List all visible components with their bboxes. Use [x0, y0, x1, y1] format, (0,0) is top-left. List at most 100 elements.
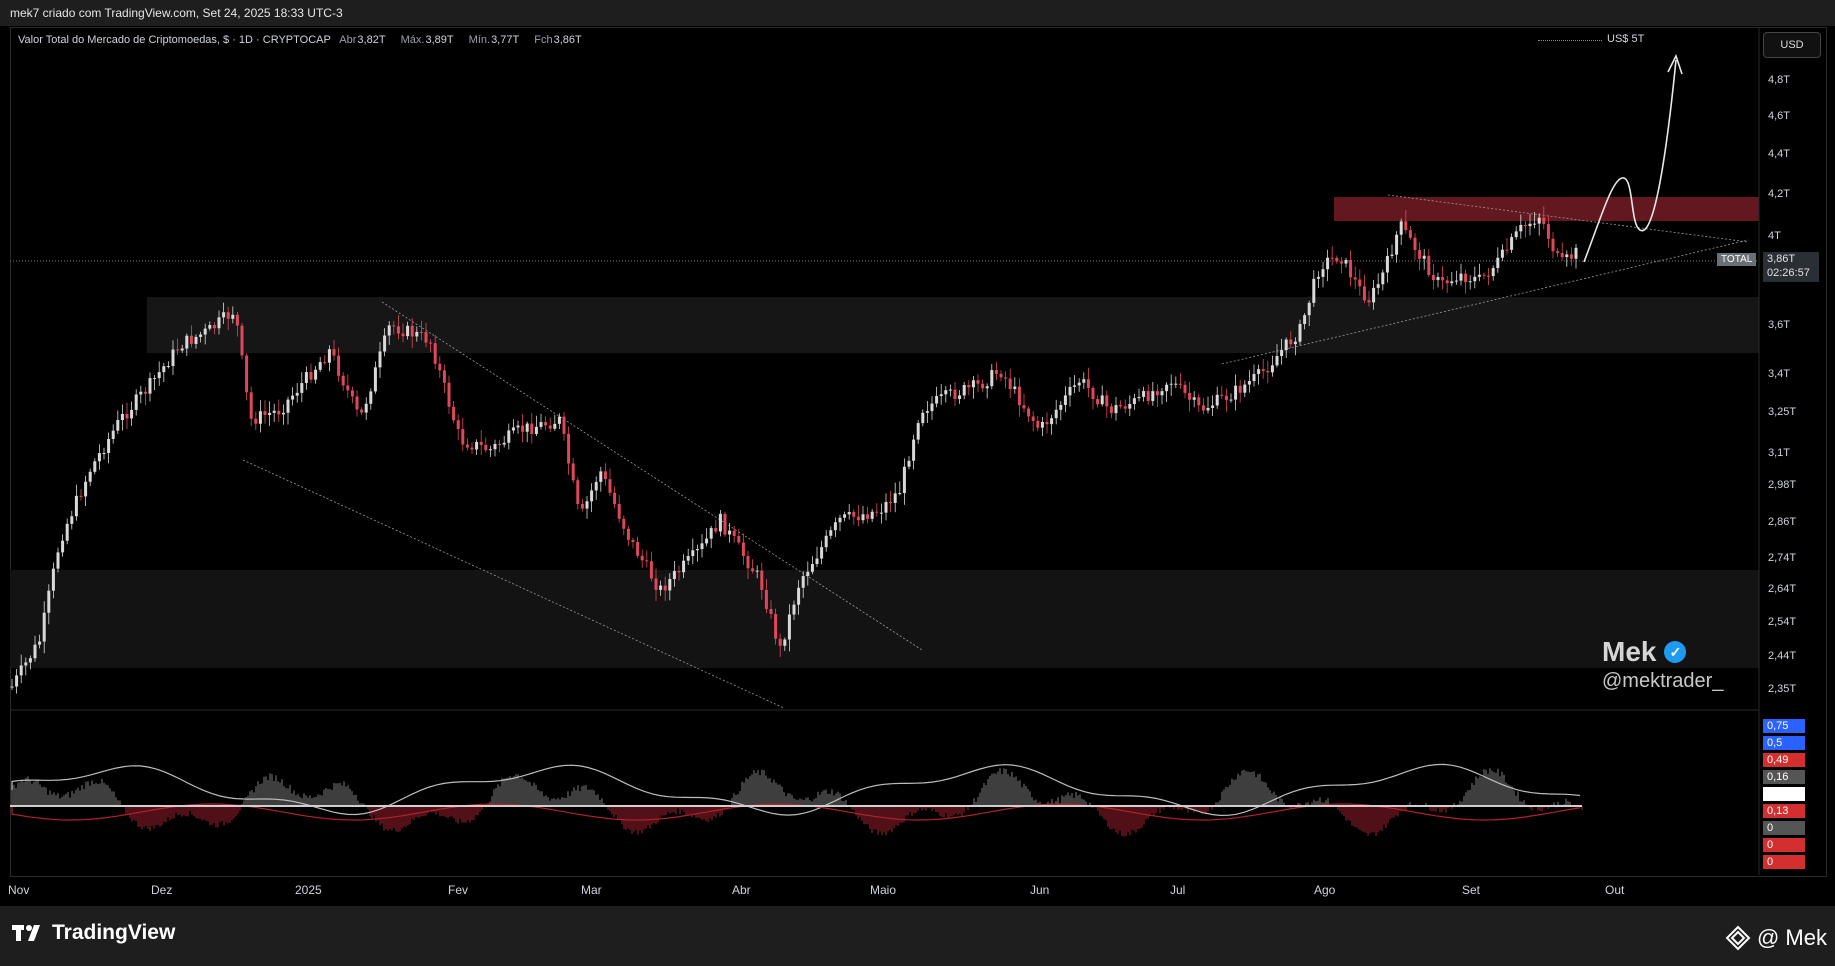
candle-body — [1408, 230, 1412, 238]
candle-body — [764, 589, 768, 609]
candle-body — [1220, 394, 1224, 396]
time-axis-label: Dez — [151, 883, 173, 897]
candle-body — [84, 481, 88, 497]
candle-body — [856, 516, 860, 521]
time-axis-label: 2025 — [295, 883, 322, 897]
oscillator-axis-label: 0 — [1763, 855, 1805, 869]
currency-button[interactable]: USD — [1763, 32, 1821, 58]
candle-body — [1431, 274, 1435, 281]
candle-body — [1206, 408, 1210, 411]
candle-body — [323, 362, 327, 364]
candle-body — [231, 314, 235, 319]
candle-body — [603, 471, 607, 480]
candle-body — [1422, 255, 1426, 259]
candle-body — [1068, 386, 1072, 396]
legend-title: Valor Total do Mercado de Criptomoedas, … — [18, 34, 331, 46]
candle-body — [870, 511, 874, 519]
candle-body — [176, 349, 180, 351]
candle-body — [548, 425, 552, 429]
candle-body — [930, 403, 934, 412]
candle-body — [1459, 273, 1463, 281]
open-value: 3,82T — [357, 34, 386, 46]
candle-body — [130, 409, 134, 419]
resistance-zone — [1334, 197, 1759, 221]
candle-body — [1137, 396, 1141, 399]
candle-body — [1464, 273, 1468, 283]
price-chart[interactable] — [0, 0, 1835, 906]
candle-body — [806, 571, 810, 577]
candle-body — [1077, 382, 1081, 386]
candle-body — [291, 395, 295, 400]
candle-body — [861, 514, 865, 521]
candle-body — [1008, 378, 1012, 389]
candle-body — [1151, 391, 1155, 401]
candle-body — [866, 514, 870, 519]
symbol-tag: TOTAL — [1717, 253, 1757, 266]
candle-body — [1510, 237, 1514, 250]
candle-body — [751, 568, 755, 572]
candle-body — [774, 613, 778, 639]
candle-body — [567, 433, 571, 464]
candle-body — [1174, 383, 1178, 385]
candle-body — [1556, 251, 1560, 254]
price-axis-label: 2,35T — [1768, 683, 1797, 695]
candle-body — [1450, 281, 1454, 284]
price-axis-label: 3,6T — [1768, 319, 1791, 331]
chart-area[interactable] — [10, 27, 1827, 877]
candle-body — [493, 443, 497, 450]
tradingview-brand: TradingView — [52, 921, 176, 944]
candle-body — [1128, 404, 1132, 409]
candle-body — [28, 658, 32, 663]
candle-body — [396, 326, 400, 334]
candle-body — [286, 399, 290, 413]
chart-caption: mek7 criado com TradingView.com, Set 24,… — [10, 6, 343, 20]
candle-body — [157, 372, 161, 379]
candle-body — [695, 549, 699, 551]
candle-body — [1367, 300, 1371, 303]
candle-body — [65, 523, 69, 541]
candle-body — [355, 396, 359, 410]
candle-body — [1542, 217, 1546, 225]
candle-body — [162, 366, 166, 373]
tradingview-logo[interactable]: TradingView — [12, 921, 175, 945]
low-label: Mín. — [468, 34, 491, 46]
candle-body — [902, 466, 906, 494]
candle-body — [153, 378, 157, 380]
candle-body — [410, 325, 414, 337]
candle-body — [668, 578, 672, 591]
author-logo: @ Mek — [1725, 925, 1827, 951]
candle-body — [1142, 390, 1146, 397]
candle-body — [314, 369, 318, 380]
candle-body — [925, 411, 929, 413]
candle-body — [1270, 365, 1274, 373]
candle-body — [1284, 339, 1288, 351]
price-axis-label: 2,64T — [1768, 583, 1797, 595]
candle-body — [1413, 237, 1417, 251]
candle-body — [1436, 277, 1440, 281]
candle-body — [1229, 399, 1233, 401]
close-value: 3,86T — [553, 34, 582, 46]
footer-bar — [0, 906, 1835, 966]
candle-body — [143, 391, 147, 394]
candle-body — [663, 585, 667, 591]
time-axis-label: Maio — [870, 883, 897, 897]
candle-body — [226, 312, 230, 319]
candle-body — [120, 413, 124, 420]
candle-body — [350, 390, 354, 397]
candle-body — [677, 570, 681, 573]
candle-body — [1514, 231, 1518, 238]
candle-body — [580, 504, 584, 509]
candle-body — [631, 539, 635, 542]
candle-body — [833, 522, 837, 531]
candle-body — [557, 416, 561, 424]
candle-body — [967, 384, 971, 388]
candle-body — [1040, 421, 1044, 428]
candle-body — [97, 453, 101, 462]
candle-body — [875, 511, 879, 513]
candle-body — [208, 325, 212, 329]
candle-body — [1339, 261, 1343, 264]
candlestick-series — [10, 206, 1578, 694]
candle-body — [958, 395, 962, 399]
candle-body — [824, 535, 828, 548]
close-label: Fch — [534, 34, 553, 46]
